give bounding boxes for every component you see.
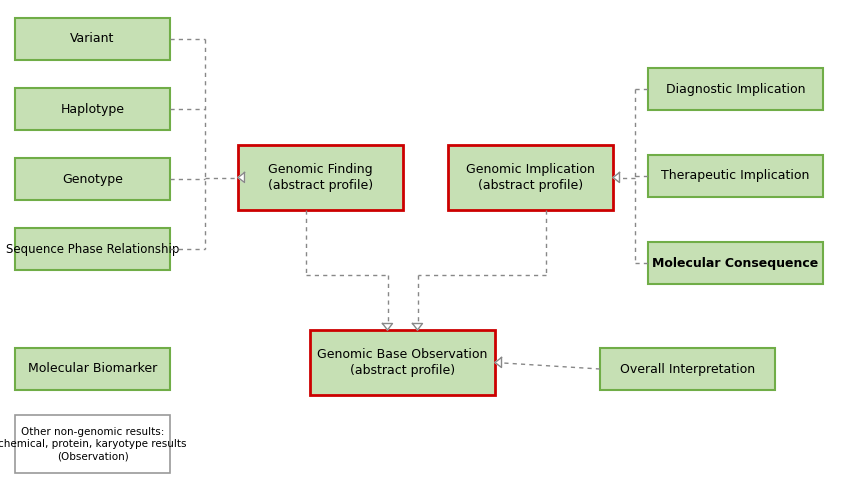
Text: Therapeutic Implication: Therapeutic Implication <box>662 169 810 183</box>
FancyBboxPatch shape <box>648 242 823 284</box>
FancyBboxPatch shape <box>15 228 170 270</box>
FancyBboxPatch shape <box>600 348 775 390</box>
Text: Haplotype: Haplotype <box>61 102 124 115</box>
Text: Other non-genomic results:
chemical, protein, karyotype results
(Observation): Other non-genomic results: chemical, pro… <box>0 427 187 461</box>
FancyBboxPatch shape <box>15 88 170 130</box>
FancyBboxPatch shape <box>15 158 170 200</box>
FancyBboxPatch shape <box>448 145 613 210</box>
Text: Overall Interpretation: Overall Interpretation <box>620 362 755 375</box>
FancyBboxPatch shape <box>310 330 495 395</box>
FancyBboxPatch shape <box>15 18 170 60</box>
Polygon shape <box>613 172 619 183</box>
Text: Molecular Consequence: Molecular Consequence <box>652 257 819 269</box>
Text: Diagnostic Implication: Diagnostic Implication <box>666 82 806 95</box>
FancyBboxPatch shape <box>648 68 823 110</box>
Polygon shape <box>495 357 501 368</box>
Polygon shape <box>413 323 422 330</box>
Text: Genomic Finding
(abstract profile): Genomic Finding (abstract profile) <box>268 163 373 192</box>
Text: Sequence Phase Relationship: Sequence Phase Relationship <box>6 243 179 256</box>
Text: Genotype: Genotype <box>62 172 123 186</box>
FancyBboxPatch shape <box>15 415 170 473</box>
Polygon shape <box>238 172 245 183</box>
FancyBboxPatch shape <box>238 145 403 210</box>
Polygon shape <box>383 323 392 330</box>
FancyBboxPatch shape <box>15 348 170 390</box>
Text: Molecular Biomarker: Molecular Biomarker <box>27 362 157 375</box>
Text: Variant: Variant <box>70 33 115 45</box>
FancyBboxPatch shape <box>648 155 823 197</box>
Text: Genomic Implication
(abstract profile): Genomic Implication (abstract profile) <box>466 163 595 192</box>
Text: Genomic Base Observation
(abstract profile): Genomic Base Observation (abstract profi… <box>317 348 487 377</box>
